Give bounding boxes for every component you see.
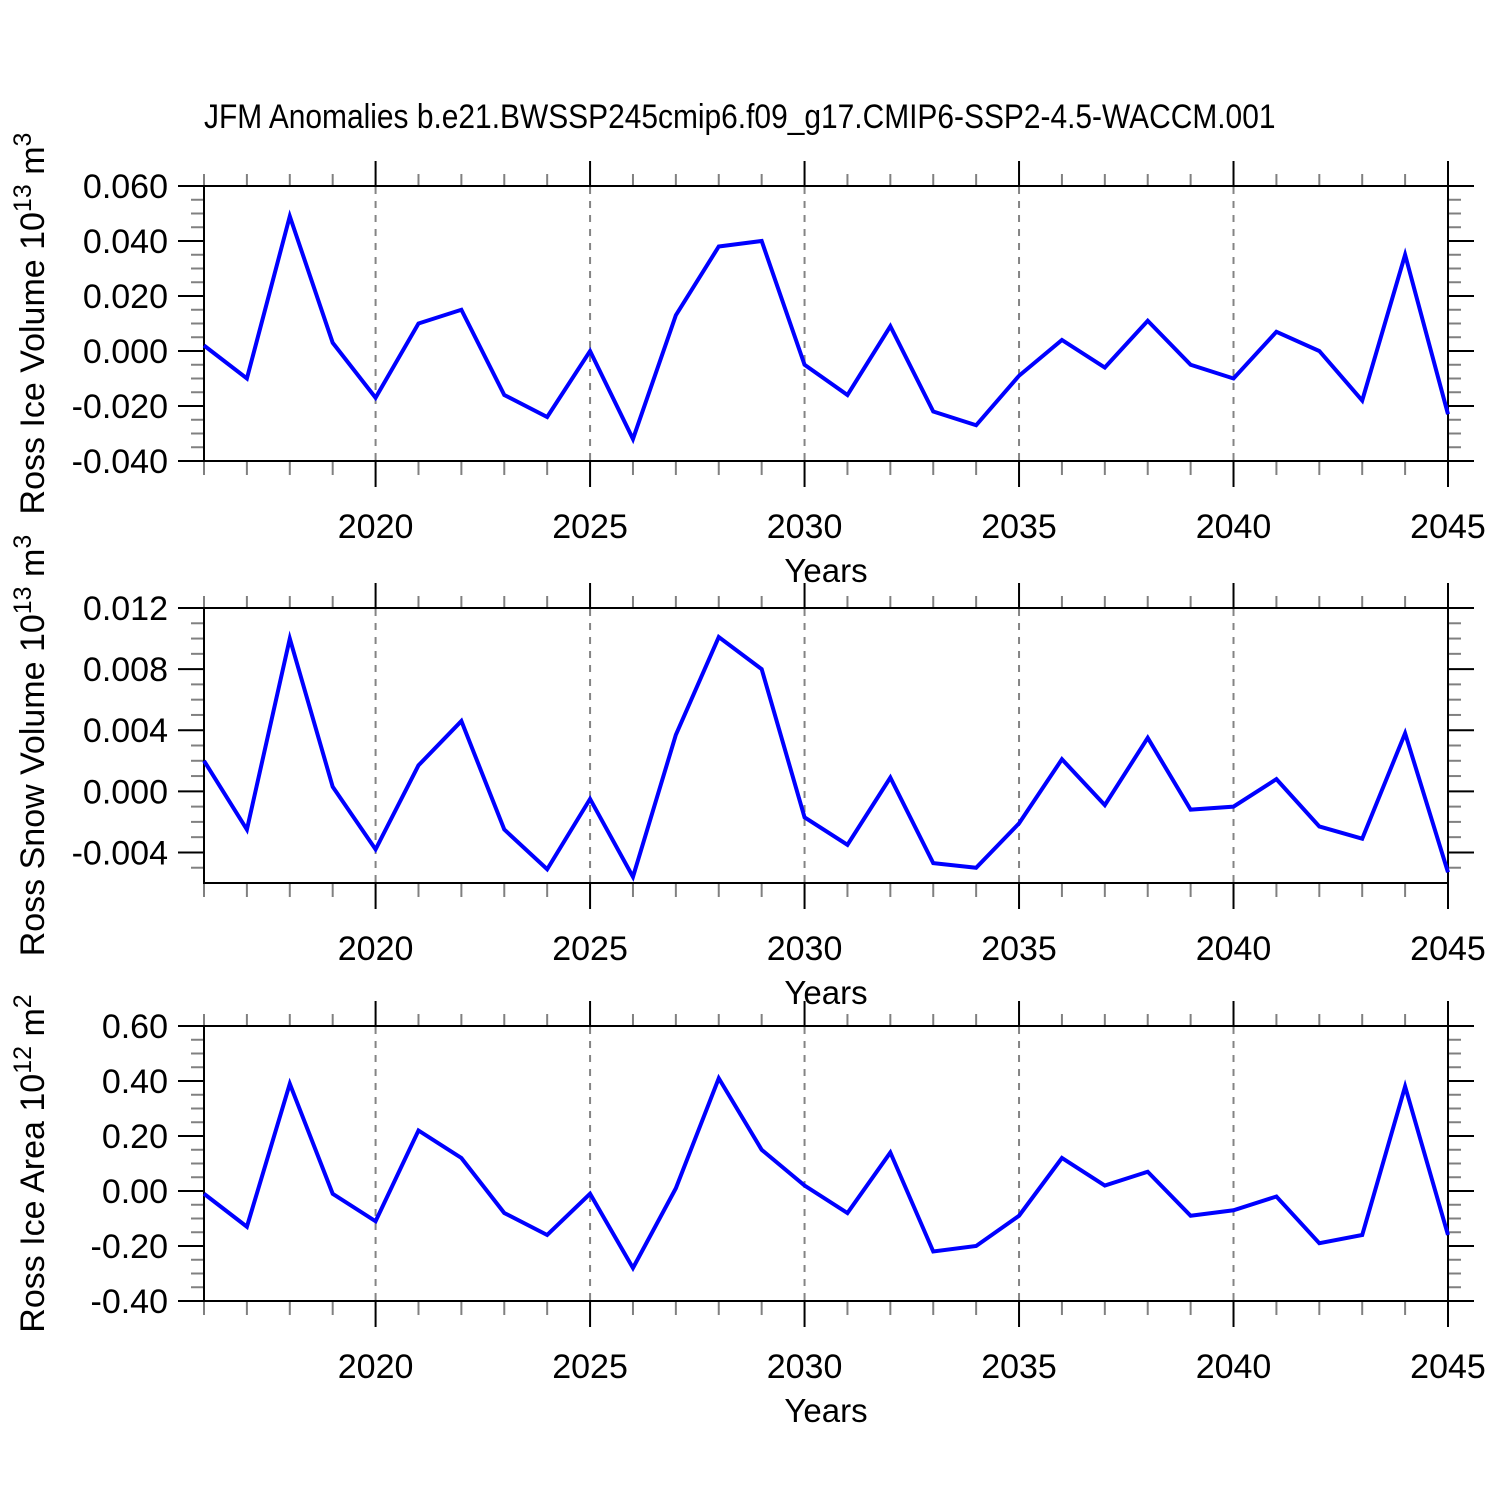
x-tick-label: 2035	[981, 508, 1057, 546]
figure-title: JFM Anomalies b.e21.BWSSP245cmip6.f09_g1…	[204, 98, 1276, 136]
x-tick-label: 2030	[767, 1348, 843, 1386]
y-tick-label: 0.20	[102, 1118, 168, 1156]
data-line-ross-ice-volume	[202, 209, 1450, 445]
y-axis-title-exponent: 12	[9, 1046, 37, 1074]
panel-ross-ice-volume: 0.060 0.040 0.020 0.000 -0.020 -0.040 2020 2025…	[9, 133, 1486, 589]
y-axis-title: Ross Ice Volume 1013 m3	[9, 133, 52, 515]
x-tick-label: 2025	[552, 930, 628, 968]
x-tick-label: 2040	[1196, 508, 1272, 546]
y-axis-title-unit: m	[14, 1008, 52, 1046]
y-tick-label: 0.060	[83, 168, 168, 206]
y-axis-title-exponent: 13	[9, 586, 37, 614]
y-tick-label: -0.40	[91, 1283, 169, 1321]
plot-frame	[203, 1025, 1449, 1302]
y-axis-title: Ross Snow Volume 1013 m3	[9, 535, 52, 957]
x-tick-label: 2025	[552, 1348, 628, 1386]
y-tick-label: -0.040	[72, 443, 168, 481]
y-tick-label: 0.00	[102, 1173, 168, 1211]
y-tick-label: 0.008	[83, 651, 168, 689]
y-axis-title-unit: m	[14, 549, 52, 587]
x-axis-title: Years	[784, 552, 867, 589]
y-axis-title-base: Ross Snow Volume 10	[14, 614, 52, 956]
y-axis-title-unit-exponent: 3	[9, 133, 37, 147]
y-tick-label: 0.040	[83, 223, 168, 261]
y-axis-title-group: Ross Snow Volume 1013 m3	[9, 535, 52, 957]
y-axis-title-base: Ross Ice Volume 10	[14, 212, 52, 514]
x-tick-label: 2020	[338, 1348, 414, 1386]
y-tick-label: 0.60	[102, 1008, 168, 1046]
x-tick-label: 2040	[1196, 1348, 1272, 1386]
x-tick-label: 2045	[1410, 508, 1486, 546]
x-tick-label: 2030	[767, 930, 843, 968]
y-axis-title-unit-exponent: 2	[9, 994, 37, 1008]
y-tick-label: 0.012	[83, 590, 168, 628]
y-tick-label: -0.020	[72, 388, 168, 426]
y-tick-label: 0.020	[83, 278, 168, 316]
x-tick-label: 2025	[552, 508, 628, 546]
x-axis-title: Years	[784, 974, 867, 1011]
y-tick-label: 0.000	[83, 773, 168, 811]
y-tick-label: -0.20	[91, 1228, 169, 1266]
panel-ross-ice-area: 0.60 0.40 0.20 0.00 -0.20 -0.40 2020 2025 2030 20…	[9, 994, 1486, 1429]
x-tick-label: 2020	[338, 930, 414, 968]
x-tick-label: 2040	[1196, 930, 1272, 968]
y-axis-title-unit-exponent: 3	[9, 535, 37, 549]
panel-ross-snow-volume: 0.012 0.008 0.004 0.000 -0.004 2020 2025 2030 20…	[9, 535, 1486, 1011]
y-tick-label: 0.40	[102, 1063, 168, 1101]
x-tick-label: 2020	[338, 508, 414, 546]
data-line-ross-ice-area	[202, 1073, 1450, 1273]
x-tick-label: 2035	[981, 1348, 1057, 1386]
x-tick-label: 2045	[1410, 930, 1486, 968]
y-axis-title-base: Ross Ice Area 10	[14, 1074, 52, 1333]
plot-frame	[203, 185, 1449, 462]
y-tick-label: 0.004	[83, 712, 168, 750]
y-tick-label: 0.000	[83, 333, 168, 371]
y-axis-title-group: Ross Ice Area 1012 m2	[9, 994, 52, 1332]
y-axis-title-exponent: 13	[9, 184, 37, 212]
y-axis-title: Ross Ice Area 1012 m2	[9, 994, 52, 1332]
data-line-ross-snow-volume	[202, 630, 1450, 883]
x-axis-title: Years	[784, 1392, 867, 1429]
plot-frame	[203, 607, 1449, 884]
y-axis-title-unit: m	[14, 146, 52, 184]
x-tick-label: 2030	[767, 508, 843, 546]
x-tick-label: 2045	[1410, 1348, 1486, 1386]
y-tick-label: -0.004	[72, 834, 168, 872]
x-tick-label: 2035	[981, 930, 1057, 968]
y-axis-title-group: Ross Ice Volume 1013 m3	[9, 133, 52, 515]
